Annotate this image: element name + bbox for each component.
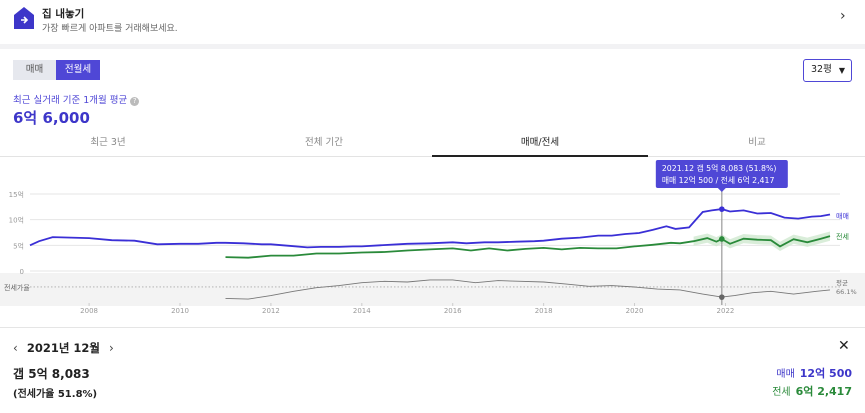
chevron-left-icon[interactable]: ‹ <box>13 341 18 355</box>
y-tick-label: 0 <box>20 268 24 276</box>
detail-sale-label: 매매 <box>776 369 795 380</box>
size-select-value: 32평 <box>811 64 832 75</box>
x-tick-label: 2022 <box>717 307 735 315</box>
detail-sale-value: 12억 500 <box>799 367 852 380</box>
toggle-sale[interactable]: 매매 <box>13 60 56 80</box>
tooltip-pointer <box>717 188 726 192</box>
y-tick-label: 15억 <box>9 191 24 199</box>
tooltip-line1: 2021.12 갭 5억 8,083 (51.8%) <box>662 163 777 173</box>
crosshair-point-jeonse <box>719 236 725 242</box>
detail-rent-label: 전세 <box>772 387 791 398</box>
question-icon[interactable]: ? <box>130 97 140 106</box>
detail-sale: 매매 12억 500 <box>776 365 852 381</box>
jeonse-range-band <box>693 231 830 251</box>
period-tabs: 최근 3년 전체 기간 매매/전세 비교 <box>0 130 865 157</box>
average-value: 6억 6,000 <box>13 109 90 127</box>
tooltip-box <box>655 160 788 188</box>
x-tick-label: 2008 <box>80 307 98 315</box>
house-upload-icon <box>14 7 34 29</box>
chevron-right-icon[interactable]: › <box>109 341 114 355</box>
series-line-ratio <box>225 279 831 300</box>
chevron-right-icon[interactable]: › <box>840 8 846 24</box>
toggle-rent[interactable]: 전월세 <box>56 60 100 80</box>
caret-down-icon: ▼ <box>838 66 845 75</box>
detail-rent: 전세 6억 2,417 <box>772 383 852 399</box>
average-label: 최근 실거래 기준 1개월 평균? <box>13 92 140 106</box>
y-tick-label: 5억 <box>13 242 24 250</box>
x-tick-label: 2020 <box>626 307 644 315</box>
crosshair-point-ratio <box>719 294 725 300</box>
tooltip-line2: 매매 12억 500 / 전세 6억 2,417 <box>662 175 775 185</box>
tab-sale-jeonse[interactable]: 매매/전세 <box>432 130 648 157</box>
price-chart[interactable]: 15억 10억 5억 0 전세가율 2008 2010 2012 2014 2016 2018 202… <box>0 158 865 325</box>
x-tick-label: 2010 <box>171 307 189 315</box>
x-tick-label: 2014 <box>353 307 371 315</box>
detail-date: 2021년 12월 <box>26 341 101 355</box>
close-icon[interactable]: ✕ <box>838 338 850 354</box>
banner-subtitle: 가장 빠르게 아파트를 거래해보세요. <box>42 24 178 34</box>
detail-divider <box>0 327 865 328</box>
crosshair-point-sale <box>719 206 725 212</box>
y-tick-label: 10억 <box>9 217 24 225</box>
x-tick-label: 2018 <box>535 307 553 315</box>
ratio-average-label: 평균 <box>836 278 848 287</box>
size-select[interactable]: 32평 ▼ <box>803 59 852 82</box>
series-line-jeonse <box>225 235 831 259</box>
banner-title: 집 내놓기 <box>42 8 85 20</box>
tab-all-period[interactable]: 전체 기간 <box>305 137 343 148</box>
detail-gap: 갭 5억 8,083 <box>13 367 90 381</box>
average-label-text: 최근 실거래 기준 1개월 평균 <box>13 95 128 106</box>
section-divider <box>0 44 865 49</box>
x-tick-label: 2012 <box>262 307 280 315</box>
x-tick-label: 2016 <box>444 307 462 315</box>
detail-date-nav: ‹ 2021년 12월 › <box>13 340 114 356</box>
sell-home-banner[interactable]: 집 내놓기 가장 빠르게 아파트를 거래해보세요. › <box>0 0 865 44</box>
detail-ratio: (전세가율 51.8%) <box>13 389 98 400</box>
ratio-average-value: 66.1% <box>836 288 857 296</box>
series-label-sale: 매매 <box>836 213 849 221</box>
series-label-jeonse: 전세 <box>836 232 849 241</box>
ratio-band <box>0 273 865 306</box>
tab-recent-3y[interactable]: 최근 3년 <box>90 137 126 148</box>
detail-rent-value: 6억 2,417 <box>795 385 852 398</box>
ratio-axis-label: 전세가율 <box>4 283 30 292</box>
tab-compare[interactable]: 비교 <box>748 137 766 148</box>
